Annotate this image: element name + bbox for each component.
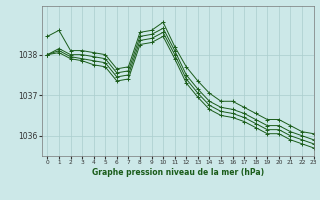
- X-axis label: Graphe pression niveau de la mer (hPa): Graphe pression niveau de la mer (hPa): [92, 168, 264, 177]
